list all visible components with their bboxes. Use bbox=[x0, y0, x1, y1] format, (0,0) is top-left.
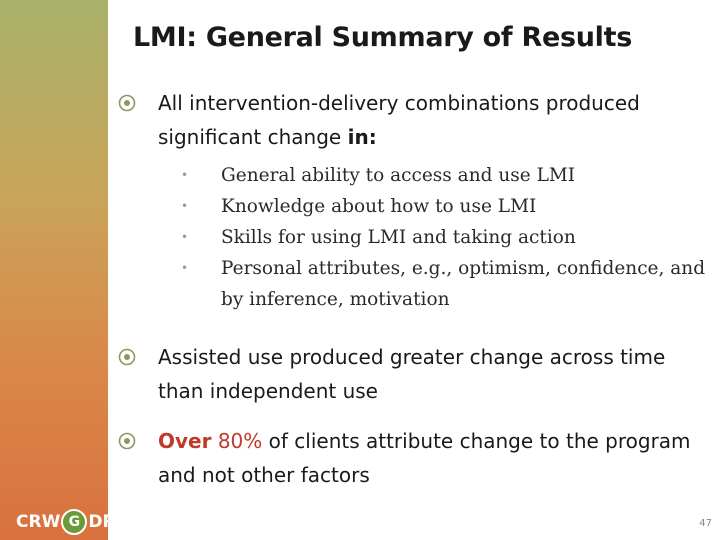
bullet-1-text: All intervention-delivery combinations p… bbox=[158, 91, 640, 149]
sub-bullet-2: • Knowledge about how to use LMI bbox=[175, 191, 715, 222]
sub-bullet-4-text: Personal attributes, e.g., optimism, con… bbox=[221, 258, 706, 310]
sub-bullet-3-text: Skills for using LMI and taking action bbox=[221, 227, 576, 248]
bullet-item-3: Over 80% of clients attribute change to … bbox=[118, 424, 708, 492]
sub-bullet-dot: • bbox=[181, 261, 189, 275]
slide-title: LMI: General Summary of Results bbox=[133, 22, 633, 53]
target-bullet-icon bbox=[118, 432, 136, 450]
bullet-3-text: of clients attribute change to the progr… bbox=[158, 429, 691, 487]
slide-number: 47 bbox=[699, 518, 712, 529]
bullet-1-emphasis: in: bbox=[347, 125, 377, 149]
sub-bullet-dot: • bbox=[181, 199, 189, 213]
bullet-item-2: Assisted use produced greater change acr… bbox=[118, 340, 708, 408]
sub-bullet-list: • General ability to access and use LMI •… bbox=[175, 160, 715, 315]
sub-bullet-4: • Personal attributes, e.g., optimism, co… bbox=[175, 253, 715, 315]
bullet-3-figure: 80% bbox=[217, 429, 263, 453]
slide-content-area bbox=[108, 0, 720, 540]
sub-bullet-dot: • bbox=[181, 168, 189, 182]
logo-g-badge: G bbox=[61, 509, 88, 535]
sub-bullet-2-text: Knowledge about how to use LMI bbox=[221, 196, 537, 217]
bullet-item-1: All intervention-delivery combinations p… bbox=[118, 86, 708, 154]
sub-bullet-1: • General ability to access and use LMI bbox=[175, 160, 715, 191]
crwg-drc-logo: CRW G DRC bbox=[16, 508, 128, 536]
target-bullet-icon bbox=[118, 348, 136, 366]
logo-right-text: DRC bbox=[88, 512, 129, 532]
side-gradient-bar bbox=[0, 0, 108, 540]
sub-bullet-3: • Skills for using LMI and taking action bbox=[175, 222, 715, 253]
logo-left-text: CRW bbox=[16, 512, 61, 532]
bullet-2-text: Assisted use produced greater change acr… bbox=[158, 345, 666, 403]
bullet-text-3: Over 80% of clients attribute change to … bbox=[158, 424, 708, 492]
target-bullet-icon bbox=[118, 94, 136, 112]
bullet-3-lead: Over bbox=[158, 429, 212, 453]
bullet-text-1: All intervention-delivery combinations p… bbox=[158, 86, 708, 154]
sub-bullet-dot: • bbox=[181, 230, 189, 244]
sub-bullet-1-text: General ability to access and use LMI bbox=[221, 165, 576, 186]
